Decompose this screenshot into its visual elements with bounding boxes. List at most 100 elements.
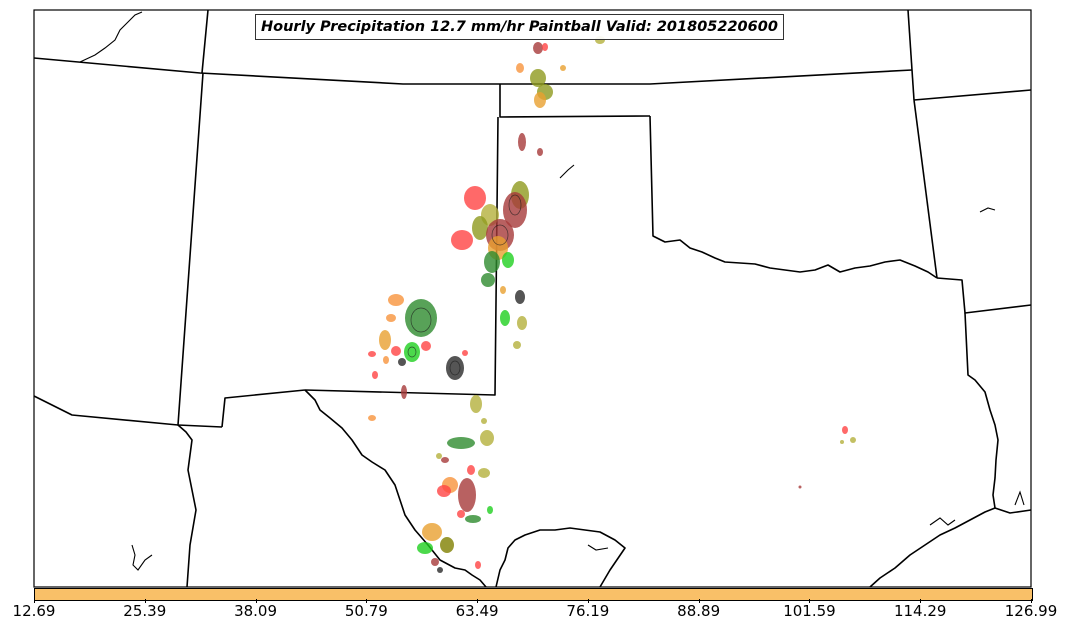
border-tx-la [964, 312, 999, 509]
colorbar [34, 588, 1033, 601]
colorbar-tick-mark [477, 599, 479, 603]
precip-blob [467, 465, 475, 475]
precip-blob [840, 440, 844, 444]
precip-blob [513, 341, 521, 349]
lake-erie-fragment [979, 207, 996, 213]
colorbar-tick-mark [920, 599, 922, 603]
colorbar-tick-mark [809, 599, 811, 603]
mexico-gulf-inlet [587, 544, 609, 551]
precip-blob [446, 356, 464, 380]
colorbar-tick-mark [255, 599, 257, 603]
colorbar-tick-label: 76.19 [566, 602, 610, 620]
precip-blob [515, 290, 525, 304]
precip-blob [480, 430, 494, 446]
border-ks-ok [499, 84, 651, 118]
precip-blob [383, 356, 389, 364]
precip-blob [440, 537, 454, 553]
precip-blob [451, 230, 473, 250]
border-ok-ar [913, 99, 938, 279]
colorbar-tick-mark [366, 599, 368, 603]
precip-blob [436, 453, 442, 459]
rio-grande [304, 389, 487, 588]
contour-line [491, 224, 509, 246]
border-ok-tx-red-river [649, 115, 938, 279]
precip-blob [401, 385, 407, 399]
precip-blob [484, 251, 500, 273]
blob-contours [407, 194, 522, 376]
precip-blob [470, 395, 482, 413]
louisiana-coast [994, 507, 1032, 514]
precip-blob [537, 148, 543, 156]
precip-blob [517, 316, 527, 330]
map-title: Hourly Precipitation 12.7 mm/hr Paintbal… [255, 14, 784, 40]
coastline-details [79, 11, 1025, 571]
contour-line [410, 307, 432, 333]
precip-blob [842, 426, 848, 434]
precipitation-blobs [368, 36, 856, 573]
border-ar-top [913, 89, 1032, 101]
precip-blob [500, 310, 510, 326]
border-ne-ia [907, 9, 915, 101]
border-colorado-north [33, 57, 913, 85]
precip-blob [472, 216, 488, 240]
precip-blob [503, 192, 527, 228]
contour-line [449, 360, 461, 376]
colorbar-tick-label: 50.79 [344, 602, 388, 620]
precip-blob [422, 523, 442, 541]
contour-line [407, 346, 417, 358]
precip-blob [368, 415, 376, 421]
precip-blob [487, 506, 493, 514]
precip-blob [516, 63, 524, 73]
colorbar-tick-label: 101.59 [783, 602, 836, 620]
border-nm-mexico [221, 389, 306, 428]
contour-line [508, 194, 522, 216]
colorbar-tick-mark [1031, 599, 1032, 603]
precip-blob [500, 286, 506, 294]
precip-blob [431, 558, 439, 566]
colorbar-tick-mark [698, 599, 700, 603]
precip-blob [405, 299, 437, 337]
precip-blob [481, 418, 487, 424]
precip-blob [457, 510, 465, 518]
colorbar-tick-label: 25.39 [123, 602, 167, 620]
precip-blob [534, 92, 546, 108]
colorbar-tick-label: 126.99 [1004, 602, 1058, 620]
precip-blob [368, 351, 376, 357]
colorbar-tick-label: 12.69 [12, 602, 56, 620]
precip-blob [417, 542, 433, 554]
lake-michigan-fragment [79, 11, 143, 63]
precip-blob [462, 350, 468, 356]
gulf-island [1014, 490, 1025, 506]
precip-blob [441, 457, 449, 463]
precip-blob [475, 561, 481, 569]
colorbar-tick-mark [144, 599, 146, 603]
great-salt-lake-like [559, 164, 575, 179]
precip-blob [437, 567, 443, 573]
precip-blob [458, 478, 476, 512]
texas-gulf-coast [869, 507, 996, 588]
precip-blob [560, 65, 566, 71]
precip-blob [437, 485, 451, 497]
colorbar-tick-label: 38.09 [234, 602, 278, 620]
border-az-mexico [177, 424, 197, 588]
precip-blob [398, 358, 406, 366]
precip-blob [518, 133, 526, 151]
louisiana-marsh [929, 517, 956, 526]
precip-blob [502, 252, 514, 268]
precip-blob [481, 273, 495, 287]
precip-blob [850, 437, 856, 443]
border-co-ks-vertical [201, 9, 209, 74]
precip-blob [388, 294, 404, 306]
precip-blob [391, 346, 401, 356]
precip-blob [464, 186, 486, 210]
precip-blob [372, 371, 378, 379]
precip-blob [530, 69, 546, 87]
colorbar-tick-mark [34, 599, 35, 603]
precip-blob [542, 43, 548, 51]
border-ca-az [33, 395, 179, 426]
precip-blob [478, 468, 490, 478]
precip-blob [404, 342, 420, 362]
precip-blob [465, 515, 481, 523]
baja-peninsula [131, 544, 153, 571]
